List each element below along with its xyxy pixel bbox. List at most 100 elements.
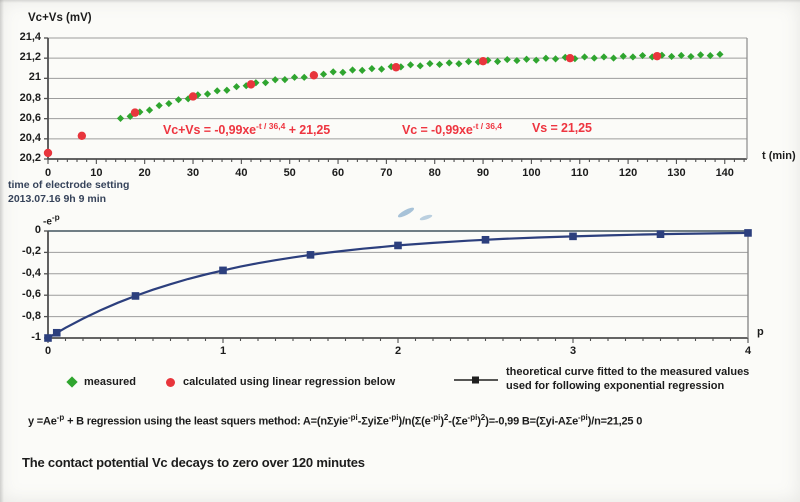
y-tick-label: 21 xyxy=(28,71,41,84)
measured-point xyxy=(513,56,521,65)
y-tick-label: -0,6 xyxy=(22,288,41,301)
x-tick-label: 140 xyxy=(715,167,734,179)
measured-point xyxy=(706,52,714,60)
legend-theoretical-line1: theoretical curve fitted to the measured… xyxy=(506,366,750,378)
curve-marker xyxy=(131,292,140,300)
curve-marker xyxy=(44,334,52,342)
legend-theoretical: theoretical curve fitted to the measured… xyxy=(454,366,749,393)
x-tick-label: 1 xyxy=(219,345,227,357)
measured-point xyxy=(213,87,221,95)
measured-point xyxy=(455,60,463,68)
scan-edge-left xyxy=(0,0,4,502)
electrode-note-line1: time of electrode setting xyxy=(8,179,130,191)
measured-point xyxy=(696,51,705,59)
measured-point xyxy=(638,51,647,60)
measured-point xyxy=(271,76,279,84)
equation-vcvs: Vc+Vs = -0,99xe-t / 36,4 + 21,25 xyxy=(163,121,331,138)
measured-point xyxy=(223,86,231,94)
x-tick-label: 100 xyxy=(522,167,541,179)
x-tick-label: 70 xyxy=(380,167,393,179)
calculated-point xyxy=(43,148,53,158)
measured-point xyxy=(281,76,289,84)
y-tick-label: -1 xyxy=(31,331,41,343)
x-tick-label: 110 xyxy=(570,167,589,179)
bottom-chart-y-axis-title: -e-p xyxy=(43,212,60,228)
x-tick-label: 2 xyxy=(394,345,402,357)
y-tick-label: 20,8 xyxy=(19,91,41,104)
measured-point xyxy=(687,52,695,61)
x-tick-label: 40 xyxy=(235,167,248,179)
measured-point xyxy=(426,60,434,68)
x-tick-label: 80 xyxy=(428,167,441,179)
measured-point xyxy=(203,90,212,98)
legend-measured-label: measured xyxy=(84,376,136,388)
curve-marker xyxy=(656,230,665,239)
calculated-point xyxy=(130,108,140,117)
measured-point xyxy=(290,73,299,81)
calculated-point xyxy=(478,56,488,66)
electrode-note-line2: 2013.07.16 9h 9 min xyxy=(8,192,107,205)
calculated-point xyxy=(309,71,319,80)
y-tick-label: 0 xyxy=(34,224,41,236)
measured-point xyxy=(368,65,376,73)
measured-point xyxy=(261,79,270,87)
calculated-point xyxy=(246,80,256,89)
measured-point xyxy=(319,70,328,78)
calculated-point xyxy=(188,92,198,101)
measured-point xyxy=(155,101,163,110)
measured-point xyxy=(484,56,492,64)
measured-point xyxy=(116,114,125,122)
measured-point xyxy=(590,54,598,62)
regression-formula: y =Ae-p + B regression using the least s… xyxy=(28,413,643,428)
line-square-marker-icon xyxy=(454,376,498,383)
measured-diamond-icon xyxy=(66,376,78,388)
measured-point xyxy=(667,52,676,61)
equation-vs: Vs = 21,25 xyxy=(532,121,592,135)
x-tick-label: 0 xyxy=(44,167,52,179)
measured-point xyxy=(464,57,473,66)
electrode-note: time of electrode setting 2013.07.16 9h … xyxy=(8,179,129,206)
curve-marker xyxy=(744,229,752,237)
measured-point xyxy=(716,50,724,58)
measured-point xyxy=(522,55,531,63)
y-tick-label: 20,4 xyxy=(19,131,41,144)
legend-theoretical-line2: used for following exponential regressio… xyxy=(506,379,725,392)
x-tick-label: 20 xyxy=(138,167,151,179)
measured-point xyxy=(145,106,154,114)
y-tick-label: 21,2 xyxy=(19,51,41,64)
x-tick-label: 10 xyxy=(90,167,103,179)
y-tick-label: -0,2 xyxy=(22,245,41,258)
curve-marker xyxy=(52,328,61,337)
measured-point xyxy=(619,52,627,60)
measured-point xyxy=(445,59,453,67)
legend-theoretical-label: theoretical curve fitted to the measured… xyxy=(506,366,749,393)
legend-calculated: calculated using linear regression below xyxy=(166,376,395,388)
measured-point xyxy=(377,65,386,73)
measured-point xyxy=(358,66,366,74)
measured-point xyxy=(348,66,357,74)
calculated-dot-icon xyxy=(166,377,175,387)
x-tick-label: 4 xyxy=(744,345,752,357)
curve-marker xyxy=(569,232,577,241)
measured-point xyxy=(493,57,502,66)
x-tick-label: 130 xyxy=(667,167,686,179)
measured-point xyxy=(165,99,173,108)
caption: The contact potential Vc decays to zero … xyxy=(22,455,365,470)
y-tick-label: -0,8 xyxy=(22,309,41,322)
y-tick-label: 20,6 xyxy=(19,111,41,124)
y-tick-label: -0,4 xyxy=(22,266,41,279)
measured-point xyxy=(435,60,444,69)
measured-point xyxy=(329,68,337,76)
x-tick-label: 120 xyxy=(618,167,638,179)
measured-point xyxy=(551,55,560,63)
x-tick-label: 3 xyxy=(569,345,577,357)
calculated-point xyxy=(565,53,575,63)
measured-point xyxy=(542,54,550,62)
ink-smudge xyxy=(419,214,433,221)
curve-marker xyxy=(219,266,227,275)
x-tick-label: 90 xyxy=(476,167,490,179)
x-tick-label: 30 xyxy=(186,167,200,179)
scan-edge-top xyxy=(0,0,800,3)
legend-measured: measured xyxy=(66,376,136,388)
